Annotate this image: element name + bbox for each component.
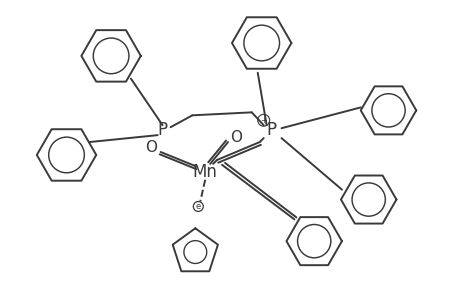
Text: P: P — [157, 121, 168, 139]
Text: Mn: Mn — [192, 163, 217, 181]
Text: O: O — [145, 140, 157, 154]
Text: O: O — [230, 130, 241, 145]
Text: e: e — [195, 202, 201, 211]
Text: P: P — [266, 121, 276, 139]
Text: +: + — [260, 116, 267, 125]
